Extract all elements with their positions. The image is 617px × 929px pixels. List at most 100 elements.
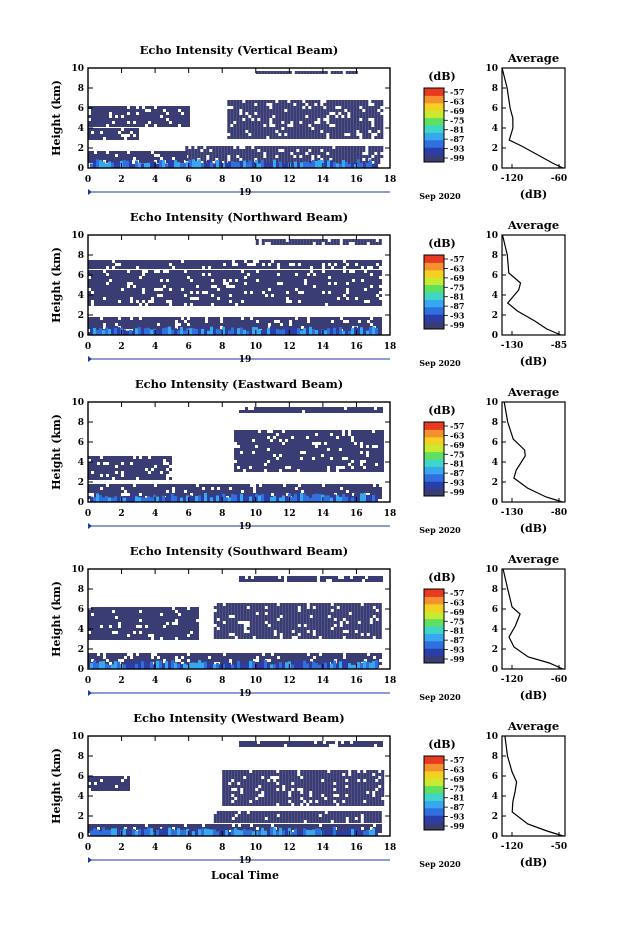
echo-cell [332, 115, 336, 118]
echo-cell [181, 115, 184, 118]
echo-cell [214, 326, 217, 329]
echo-cell [160, 291, 163, 294]
echo-cell [317, 149, 321, 152]
echo-cell [97, 459, 100, 462]
echo-cell [341, 124, 345, 127]
echo-cell [139, 459, 142, 462]
echo-cell [313, 317, 316, 320]
echo-cell [103, 154, 106, 157]
echo-cell [189, 328, 192, 335]
echo-cell [352, 266, 355, 269]
echo-cell [237, 442, 240, 445]
echo-cell [217, 285, 220, 288]
echo-cell [283, 270, 286, 273]
echo-cell [226, 273, 229, 276]
echo-cell [285, 460, 288, 463]
echo-cell [360, 433, 363, 436]
echo-cell [154, 115, 157, 118]
echo-cell [360, 454, 363, 457]
echo-cell [283, 282, 286, 285]
echo-cell [234, 162, 237, 168]
echo-cell [145, 154, 148, 157]
echo-cell [97, 285, 100, 288]
echo-cell [349, 329, 352, 332]
echo-cell [88, 157, 91, 160]
echo-cell [289, 294, 292, 297]
echo-cell [322, 294, 325, 297]
echo-cell [327, 328, 330, 335]
echo-cell [288, 445, 291, 448]
echo-cell [238, 317, 241, 320]
echo-cell [88, 300, 91, 303]
echo-cell [291, 454, 294, 457]
echo-cell [220, 291, 223, 294]
echo-cell [370, 288, 373, 291]
echo-cell [121, 456, 124, 459]
echo-cell [103, 151, 106, 154]
echo-cell [281, 112, 285, 115]
echo-cell [209, 152, 213, 155]
echo-cell [325, 317, 328, 320]
echo-cell [190, 282, 193, 285]
echo-cell [163, 323, 166, 326]
echo-cell [88, 462, 91, 465]
echo-cell [130, 471, 133, 474]
echo-cell [267, 469, 270, 472]
echo-cell [124, 323, 127, 326]
echo-cell [178, 326, 181, 329]
echo-cell [230, 155, 234, 158]
echo-cell [264, 162, 267, 168]
echo-cell [347, 410, 350, 413]
echo-cell [242, 155, 246, 158]
echo-cell [121, 109, 124, 112]
echo-cell [165, 497, 168, 502]
echo-cell [328, 288, 331, 291]
echo-cell [295, 285, 298, 288]
echo-cell [373, 297, 376, 300]
echo-cell [282, 463, 285, 466]
echo-cell [375, 457, 378, 460]
echo-cell [174, 160, 177, 168]
echo-cell [157, 266, 160, 269]
echo-cell [159, 496, 162, 502]
echo-cell [259, 317, 262, 320]
echo-cell [190, 484, 193, 487]
echo-cell [91, 121, 94, 124]
echo-cell [245, 115, 249, 118]
echo-cell [244, 303, 247, 306]
echo-layer [88, 128, 139, 140]
echo-cell [361, 273, 364, 276]
echo-cell [229, 317, 232, 320]
echo-cell [372, 451, 375, 454]
echo-cell [157, 276, 160, 279]
echo-cell [127, 115, 130, 118]
echo-cell [185, 146, 189, 149]
echo-cell [251, 133, 255, 136]
echo-cell [214, 297, 217, 300]
echo-cell [249, 442, 252, 445]
echo-cell [111, 497, 114, 502]
echo-cell [243, 451, 246, 454]
echo-cell [280, 303, 283, 306]
echo-cell [151, 279, 154, 282]
echo-cell [304, 270, 307, 273]
echo-cell [109, 326, 112, 329]
echo-cell [365, 127, 369, 130]
echo-cell [148, 160, 151, 163]
echo-cell [133, 474, 136, 477]
echo-cell [367, 273, 370, 276]
echo-cell [370, 270, 373, 273]
echo-cell [139, 151, 142, 154]
echo-cell [316, 487, 319, 490]
echo-cell [298, 487, 301, 490]
echo-cell [329, 146, 333, 149]
echo-cell [233, 115, 237, 118]
echo-cell [346, 260, 349, 263]
echo-cell [253, 297, 256, 300]
echo-cell [142, 260, 145, 263]
y-tick-label: 2 [78, 144, 84, 154]
echo-cell [379, 326, 382, 329]
echo-cell [121, 326, 124, 329]
echo-cell [199, 300, 202, 303]
echo-cell [298, 326, 301, 329]
